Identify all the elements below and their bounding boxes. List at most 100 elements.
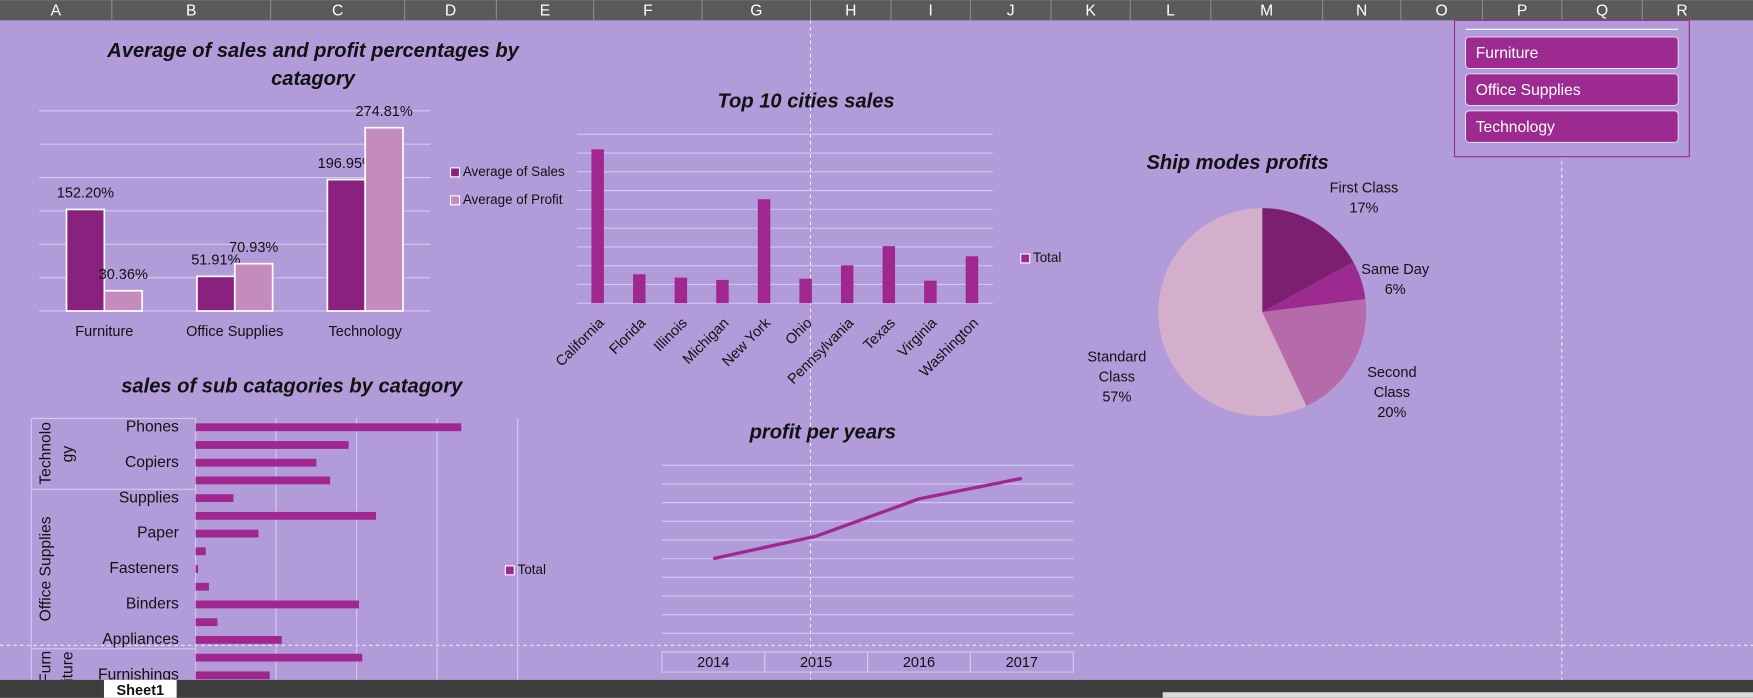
slicer-item[interactable]	[1465, 110, 1679, 143]
legend-swatch	[1020, 253, 1031, 264]
slicer-item-label[interactable]: Furniture	[1476, 45, 1539, 62]
bar	[195, 600, 360, 609]
legend-label: Total	[518, 562, 546, 577]
chart: profit per years 2014 2015 2016 2017	[661, 420, 1074, 673]
data-label: 30.36%	[99, 267, 148, 283]
pie-slice	[1158, 208, 1307, 417]
bar	[591, 149, 604, 304]
x-tick-label: Office Supplies	[186, 324, 283, 340]
bar	[924, 280, 937, 304]
column-header: H	[845, 3, 856, 20]
column-header: Q	[1596, 3, 1608, 20]
chart-title: Top 10 cities sales	[717, 89, 895, 112]
y-tick-label: Phones	[126, 418, 179, 435]
chart-title: sales of sub catagories by catagory	[121, 374, 463, 398]
bar	[195, 529, 259, 538]
x-tick-label: 2015	[800, 655, 832, 671]
line-series	[712, 476, 1023, 561]
column-header: M	[1260, 3, 1273, 20]
bar	[674, 277, 688, 304]
column-header: J	[1007, 3, 1015, 20]
column-header: N	[1356, 3, 1367, 20]
slicer-item[interactable]	[1465, 36, 1679, 69]
y-tick-label: Appliances	[102, 631, 179, 648]
slicer-item-label[interactable]: Office Supplies	[1476, 82, 1581, 99]
column-header: C	[332, 3, 343, 20]
chart-title-box: Average of sales and profit percentages …	[107, 39, 519, 89]
bar	[195, 582, 209, 591]
bar	[195, 511, 376, 520]
group-label: Furniture	[35, 650, 77, 683]
slicer-item-label[interactable]: Technology	[1476, 119, 1555, 136]
pie-category: Standard Class	[1087, 347, 1147, 385]
chart-title-box: Top 10 cities sales	[717, 89, 895, 112]
x-tick-label: 2017	[1006, 655, 1038, 671]
pie-label-box: Standard Class 57%	[1081, 347, 1153, 407]
group-label-box: Furniture	[35, 650, 77, 683]
sheet-tab[interactable]	[103, 679, 177, 698]
bar	[326, 178, 367, 312]
y-tick-label: Copiers	[125, 454, 179, 471]
bar	[195, 547, 206, 556]
sheet-tab-label[interactable]: Sheet1	[117, 683, 165, 698]
bar	[965, 256, 979, 304]
pie-label: Same Day 6%	[1351, 260, 1440, 300]
pie-slice	[1262, 208, 1354, 313]
data-label: 274.81%	[355, 104, 412, 120]
bar	[195, 423, 462, 432]
bar	[799, 278, 812, 304]
group-label-box: Technology	[35, 422, 77, 486]
group-label: Technology	[35, 422, 77, 486]
data-label: 196.95%	[318, 156, 375, 172]
pie-category: Second Class	[1367, 363, 1417, 401]
slicer: Furniture Office Supplies Technology	[1453, 19, 1690, 158]
x-tick-label: Technology	[328, 324, 402, 340]
column-header: B	[186, 3, 196, 20]
y-tick-label: Paper	[137, 525, 179, 542]
x-tick-label: Furniture	[75, 324, 133, 340]
bar	[195, 441, 349, 449]
pie-value-label: 20%	[1377, 403, 1407, 421]
pie-label-box: Second Class 20%	[1367, 363, 1417, 421]
chart-title-box: profit per years	[749, 420, 897, 443]
pie-value-label: 6%	[1384, 280, 1406, 298]
chart-title: profit per years	[749, 420, 897, 443]
column-header: F	[643, 3, 653, 20]
group-label: Office Supplies	[35, 516, 54, 622]
slicer-item[interactable]	[1465, 73, 1679, 106]
legend-label: Total	[1033, 250, 1061, 265]
bar	[195, 653, 363, 662]
chart-title-box: sales of sub catagories by catagory	[121, 374, 463, 398]
pie-value-label: 17%	[1349, 199, 1379, 216]
column-header: D	[445, 3, 456, 20]
bar	[233, 262, 274, 312]
column-header: A	[51, 3, 62, 20]
pie-value-label: 57%	[1102, 388, 1132, 405]
bar	[195, 458, 317, 467]
y-tick-label: Furnishings	[98, 666, 179, 683]
legend-swatch	[504, 565, 515, 576]
pie-label: Standard Class 57%	[1081, 347, 1153, 407]
pie-label-box: Same Day 6%	[1351, 260, 1440, 300]
column-header: R	[1676, 3, 1687, 20]
y-tick-label: Fasteners	[109, 560, 179, 577]
column-header-bar	[0, 0, 1753, 21]
bar	[716, 279, 729, 304]
x-tick-label: 2016	[903, 655, 935, 671]
pie-category: First Class	[1329, 179, 1399, 196]
legend-label: Average of Sales	[463, 164, 565, 179]
pie-slice	[1262, 262, 1366, 313]
column-header: I	[929, 3, 933, 20]
data-label: 51.91%	[191, 253, 240, 269]
chart-title: Ship modes profits	[1146, 151, 1329, 174]
bar	[195, 565, 199, 573]
bar	[103, 289, 144, 312]
column-header: P	[1517, 3, 1527, 20]
bar	[195, 618, 218, 627]
column-header: O	[1436, 3, 1448, 20]
scrollbar	[1162, 692, 1753, 698]
column-header: K	[1085, 3, 1096, 20]
